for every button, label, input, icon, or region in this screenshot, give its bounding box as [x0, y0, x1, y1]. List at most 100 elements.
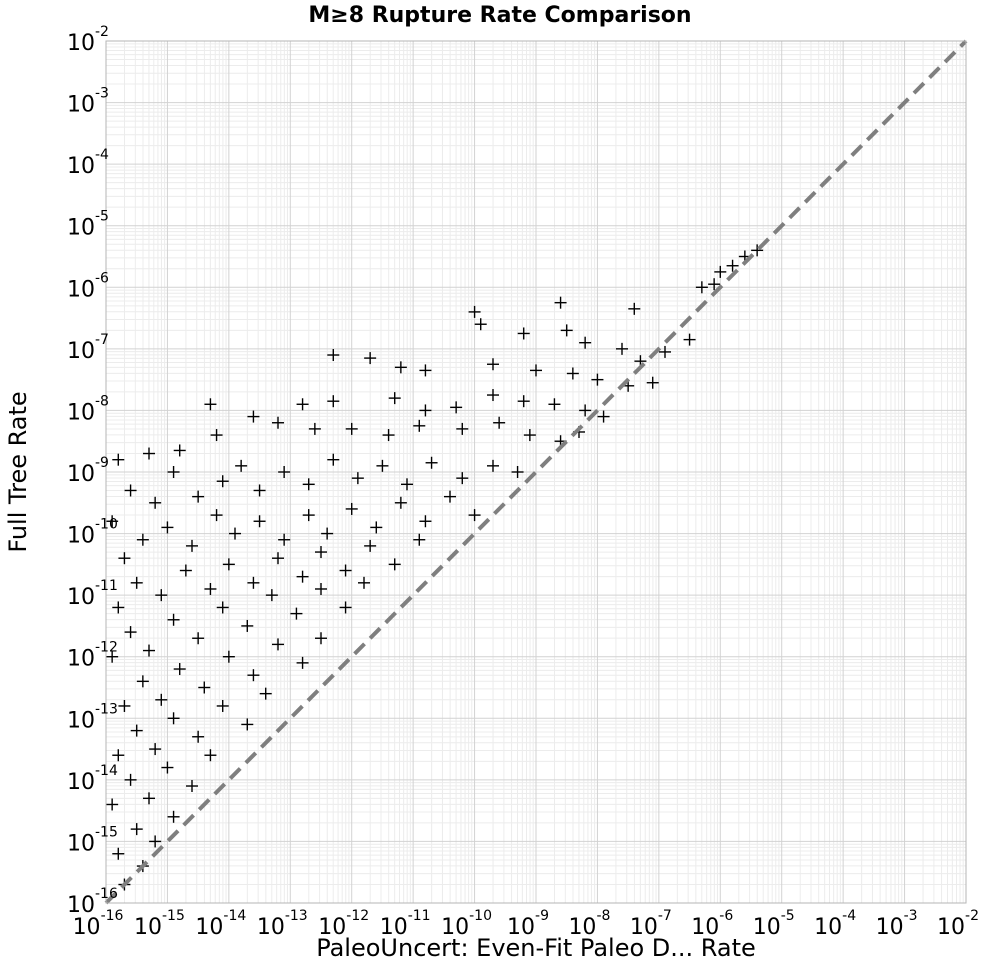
data-point: [143, 792, 155, 805]
y-tick-label: 10-12: [67, 640, 118, 672]
y-tick-exponent: -5: [95, 209, 109, 225]
y-tick-exponent: -6: [95, 270, 109, 286]
y-tick-exponent: -2: [95, 24, 109, 40]
data-point: [124, 484, 137, 497]
data-point: [130, 823, 143, 836]
data-point: [229, 527, 241, 540]
data-point: [511, 466, 524, 478]
data-point: [523, 429, 536, 442]
data-point: [247, 410, 260, 423]
data-point: [566, 367, 579, 380]
data-point: [278, 466, 291, 478]
data-point: [339, 564, 352, 577]
x-tick-label: 10-5: [753, 908, 795, 940]
x-tick-label: 10-2: [937, 908, 979, 940]
x-tick-label: 10-9: [507, 908, 549, 940]
x-tick-exponent: -5: [781, 908, 795, 924]
data-point: [554, 296, 567, 309]
data-point: [161, 761, 174, 774]
data-point: [358, 576, 370, 589]
data-point: [118, 552, 131, 565]
data-point: [106, 798, 119, 811]
data-point: [216, 699, 229, 712]
y-tick-exponent: -7: [95, 332, 109, 348]
y-tick-label: 10-13: [67, 701, 118, 733]
data-point: [253, 515, 266, 528]
data-point: [394, 361, 407, 374]
y-tick-label: 10-15: [67, 824, 118, 856]
data-point: [204, 749, 217, 762]
data-point: [351, 472, 364, 485]
data-point: [339, 601, 352, 614]
reference-line-y-equals-x: [104, 39, 968, 905]
data-point: [167, 466, 180, 478]
data-point: [130, 576, 143, 589]
data-point: [143, 447, 155, 460]
data-point: [364, 352, 377, 365]
data-point: [222, 558, 235, 571]
y-tick-label: 10-7: [67, 332, 109, 364]
data-point: [493, 416, 506, 429]
data-point: [327, 453, 340, 466]
data-point: [364, 539, 377, 552]
data-point: [751, 244, 764, 257]
data-point: [216, 475, 229, 488]
x-tick-exponent: -10: [469, 908, 492, 924]
data-point: [628, 302, 641, 315]
data-point: [210, 509, 223, 522]
y-tick-label: 10-8: [67, 393, 109, 425]
data-point: [345, 502, 358, 515]
x-axis-label: PaleoUncert: Even-Fit Paleo D... Rate: [316, 934, 756, 962]
data-point: [560, 324, 573, 337]
data-point: [413, 533, 426, 546]
data-point: [136, 675, 149, 688]
data-point: [186, 780, 198, 793]
y-tick-exponent: -4: [95, 147, 109, 163]
x-tick-exponent: -8: [596, 908, 610, 924]
x-tick-exponent: -9: [535, 908, 549, 924]
data-point: [143, 644, 155, 657]
data-point: [376, 459, 389, 472]
y-tick-exponent: -14: [95, 763, 118, 779]
data-point: [419, 515, 432, 528]
x-tick-label: 10-8: [568, 908, 610, 940]
y-tick-exponent: -10: [95, 517, 118, 533]
x-tick-exponent: -2: [965, 908, 979, 924]
data-point: [161, 521, 174, 534]
y-tick-exponent: -16: [95, 886, 118, 902]
data-point: [204, 582, 217, 595]
data-point: [130, 724, 143, 737]
data-point: [290, 607, 303, 620]
x-tick-exponent: -12: [346, 908, 369, 924]
data-point: [296, 570, 309, 583]
data-point: [315, 582, 327, 595]
x-tick-exponent: -14: [223, 908, 246, 924]
x-tick-labels: 10-16 10-15 10-14 10-13 10-12 10-11 10-10 10-9 1…: [73, 908, 979, 940]
data-point: [646, 376, 659, 389]
data-point: [192, 490, 205, 503]
data-point: [259, 687, 272, 700]
data-point: [106, 650, 119, 663]
data-point: [388, 558, 401, 571]
data-point: [616, 342, 628, 355]
data-point: [394, 496, 407, 509]
plot-frame: [105, 40, 967, 904]
y-tick-exponent: -13: [95, 701, 118, 717]
y-tick-exponent: -9: [95, 455, 109, 471]
data-point: [419, 364, 432, 377]
data-point: [487, 459, 499, 472]
data-point: [388, 392, 401, 405]
y-tick-label: 10-4: [67, 147, 109, 179]
data-point: [167, 712, 180, 725]
data-point: [308, 422, 321, 435]
data-point: [167, 810, 180, 823]
data-point: [112, 601, 125, 614]
data-point: [272, 552, 284, 565]
data-point: [106, 515, 119, 528]
data-point: [548, 398, 561, 411]
data-point: [456, 472, 469, 485]
data-point: [112, 749, 125, 762]
data-point: [216, 601, 229, 614]
data-point: [272, 416, 284, 429]
x-tick-label: 10-11: [380, 908, 431, 940]
